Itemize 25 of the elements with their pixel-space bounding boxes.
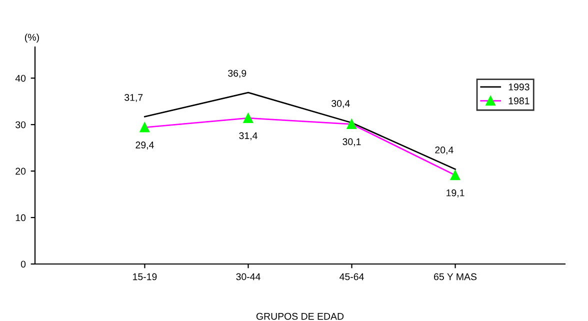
data-label: 30,4 [332,100,350,108]
x-tick-label: 45-64 [340,273,364,280]
data-label: 31,7 [124,94,143,102]
legend-label: 1981 [508,97,530,104]
y-tick-label: 40 [15,74,26,82]
data-label: 29,4 [136,142,154,150]
data-label: 36,9 [228,70,246,78]
point [450,170,460,180]
point [243,113,254,123]
data-label: 19,1 [446,189,464,198]
x-tick-label: 65 Y MAS [434,273,477,280]
data-label: 31,4 [239,132,258,140]
y-tick-label: 20 [16,168,26,175]
point [140,122,150,132]
y-tick-label: 30 [16,121,26,128]
y-axis-title: (%) [25,34,39,43]
y-tick-label: 0 [20,260,26,268]
x-tick-label: 30-44 [236,273,260,280]
y-tick-label: 10 [16,214,26,222]
x-tick-label: 15-19 [133,273,157,280]
x-axis-title: GRUPOS DE EDAD [256,312,344,320]
legend-label: 1993 [508,84,530,90]
point [346,119,357,129]
data-label: 20,4 [435,146,454,155]
data-label: 30,1 [342,138,361,146]
